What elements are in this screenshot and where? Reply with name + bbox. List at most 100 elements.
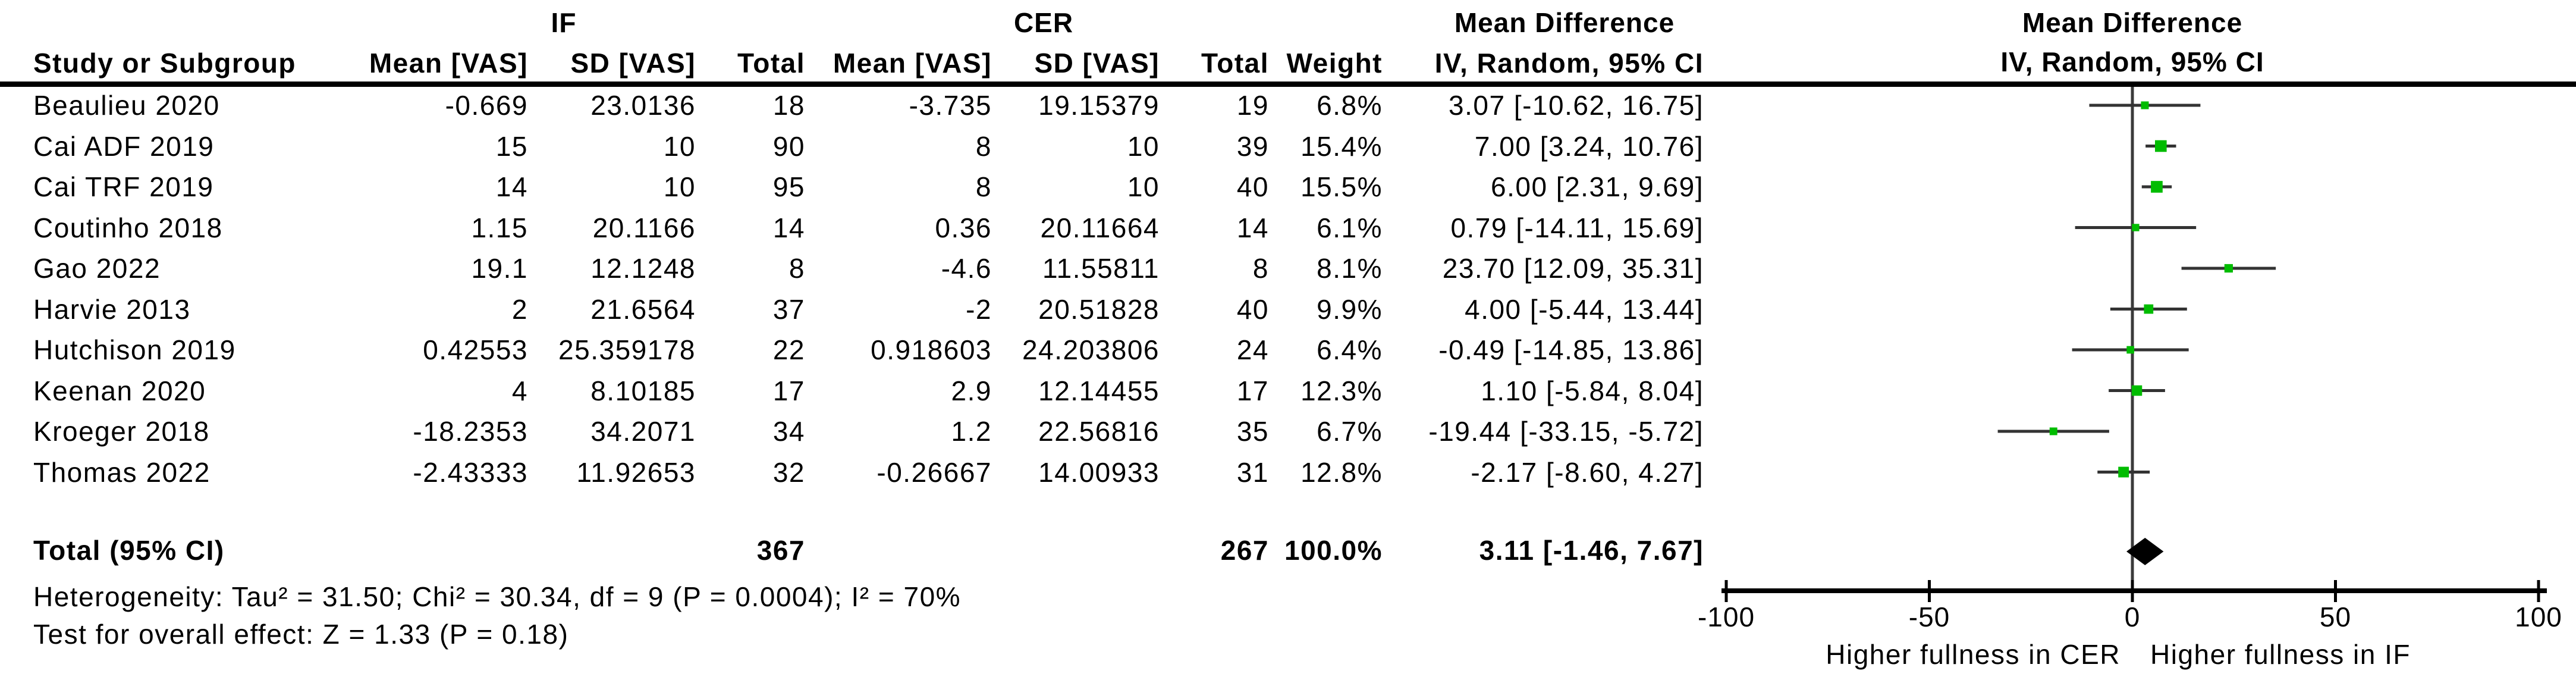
cer-total-cell: 19 (1236, 90, 1269, 121)
table-row: Harvie 2013 2 21.6564 37 -2 20.51828 40 9.9% 4.0… (0, 289, 2576, 330)
if-total-cell: 8 (788, 253, 805, 284)
effect-square (2049, 427, 2057, 435)
col-header-if-total: Total (737, 48, 805, 79)
weight-cell: 12.8% (1300, 456, 1383, 488)
group-header-if: IF (551, 7, 577, 38)
table-row: Keenan 2020 4 8.10185 17 2.9 12.14455 17 12.3% 1… (0, 371, 2576, 411)
table-row: Cai TRF 2019 14 10 95 8 10 40 15.5% 6.00 [2.31, … (0, 167, 2576, 207)
total-label: Total (95% CI) (33, 535, 225, 566)
if-mean-cell: 2 (511, 293, 528, 325)
cer-sd-cell: 20.51828 (1038, 293, 1160, 325)
if-mean-cell: -2.43333 (413, 456, 528, 488)
effect-square (2132, 224, 2140, 231)
if-total-cell: 17 (772, 375, 805, 406)
column-header-row: Study or Subgroup Mean [VAS] SD [VAS] To… (0, 43, 2576, 79)
if-sd-cell: 21.6564 (590, 293, 696, 325)
table-row: Kroeger 2018 -18.2353 34.2071 34 1.2 22.56816… (0, 411, 2576, 452)
cer-total-cell: 39 (1236, 130, 1269, 162)
if-total-cell: 18 (772, 90, 805, 121)
axis-tick (1928, 580, 1931, 602)
plot-header-title: Mean Difference (2022, 7, 2243, 38)
table-row: Cai ADF 2019 15 10 90 8 10 39 15.4% 7.00 [3.24, … (0, 126, 2576, 167)
x-axis-line (1721, 588, 2547, 593)
if-sd-cell: 25.359178 (558, 334, 696, 365)
effect-square (2144, 304, 2154, 314)
md-label-cell: 3.07 [-10.62, 16.75] (1449, 90, 1704, 121)
if-mean-cell: 19.1 (471, 253, 528, 284)
effect-square (2154, 140, 2167, 152)
if-mean-cell: 14 (495, 171, 528, 202)
if-total-cell: 22 (772, 334, 805, 365)
table-row: Coutinho 2018 1.15 20.1166 14 0.36 20.11664 14… (0, 208, 2576, 248)
cer-mean-cell: -3.735 (909, 90, 992, 121)
cer-sd-cell: 10 (1127, 130, 1160, 162)
if-mean-cell: 15 (495, 130, 528, 162)
if-mean-cell: -18.2353 (413, 416, 528, 447)
if-sd-cell: 23.0136 (590, 90, 696, 121)
cer-sd-cell: 20.11664 (1040, 212, 1160, 243)
total-weight: 100.0% (1284, 535, 1383, 566)
table-row: Gao 2022 19.1 12.1248 8 -4.6 11.55811 8 8.1% 23.… (0, 248, 2576, 289)
cer-total-cell: 35 (1236, 416, 1269, 447)
axis-tick-label: 0 (2124, 601, 2141, 632)
weight-cell: 15.4% (1300, 130, 1383, 162)
zero-line (2131, 87, 2134, 591)
cer-mean-cell: 2.9 (951, 375, 992, 406)
if-total-cell: 95 (772, 171, 805, 202)
cer-total-cell: 24 (1236, 334, 1269, 365)
study-name-cell: Harvie 2013 (33, 293, 191, 325)
cer-mean-cell: -2 (966, 293, 992, 325)
study-name-cell: Hutchison 2019 (33, 334, 236, 365)
col-header-cer-total: Total (1201, 48, 1269, 79)
study-name-cell: Cai TRF 2019 (33, 171, 214, 202)
md-label-cell: -0.49 [-14.85, 13.86] (1438, 334, 1704, 365)
if-sd-cell: 11.92653 (576, 456, 696, 488)
study-name-cell: Cai ADF 2019 (33, 130, 215, 162)
total-md-ci: 3.11 [-1.46, 7.67] (1479, 535, 1704, 566)
col-header-iv-ci: IV, Random, 95% CI (1434, 48, 1704, 79)
md-label-cell: 6.00 [2.31, 9.69] (1491, 171, 1704, 202)
md-label-cell: 4.00 [-5.44, 13.44] (1465, 293, 1704, 325)
axis-caption-right: Higher fullness in IF (2150, 639, 2411, 670)
cer-mean-cell: -0.26667 (877, 456, 992, 488)
study-name-cell: Thomas 2022 (33, 456, 211, 488)
if-sd-cell: 20.1166 (592, 212, 696, 243)
axis-tick (2537, 580, 2540, 602)
cer-total-cell: 8 (1252, 253, 1269, 284)
col-header-if-sd: SD [VAS] (570, 48, 696, 79)
cer-mean-cell: 8 (975, 171, 992, 202)
if-sd-cell: 10 (663, 171, 696, 202)
col-header-study: Study or Subgroup (33, 48, 297, 79)
cer-total-cell: 14 (1236, 212, 1269, 243)
axis-tick-label: -50 (1908, 601, 1950, 632)
weight-cell: 15.5% (1300, 171, 1383, 202)
cer-mean-cell: 1.2 (951, 416, 992, 447)
total-row: Total (95% CI) 367 267 100.0% 3.11 [-1.4… (0, 530, 2576, 571)
weight-cell: 12.3% (1300, 375, 1383, 406)
if-sd-cell: 34.2071 (590, 416, 696, 447)
effect-square (2118, 466, 2129, 478)
if-total-cell: 32 (772, 456, 805, 488)
weight-cell: 6.7% (1317, 416, 1383, 447)
group-header-cer: CER (1013, 7, 1074, 38)
summary-diamond (2126, 538, 2164, 565)
cer-total-cell: 31 (1236, 456, 1269, 488)
weight-cell: 6.1% (1317, 212, 1383, 243)
axis-caption-left: Higher fullness in CER (1826, 639, 2121, 670)
cer-sd-cell: 22.56816 (1038, 416, 1160, 447)
axis-tick (1724, 580, 1728, 602)
cer-sd-cell: 12.14455 (1038, 375, 1160, 406)
effect-square (2141, 101, 2149, 109)
cer-total-cell: 40 (1236, 293, 1269, 325)
table-row: Beaulieu 2020 -0.669 23.0136 18 -3.735 19.153… (0, 85, 2576, 126)
weight-cell: 9.9% (1317, 293, 1383, 325)
if-mean-cell: 4 (511, 375, 528, 406)
if-sd-cell: 8.10185 (590, 375, 696, 406)
col-header-weight: Weight (1286, 48, 1383, 79)
axis-tick (2131, 580, 2134, 602)
cer-sd-cell: 24.203806 (1022, 334, 1160, 365)
axis-tick-label: -100 (1697, 601, 1755, 632)
md-label-cell: 7.00 [3.24, 10.76] (1474, 130, 1704, 162)
study-name-cell: Coutinho 2018 (33, 212, 223, 243)
